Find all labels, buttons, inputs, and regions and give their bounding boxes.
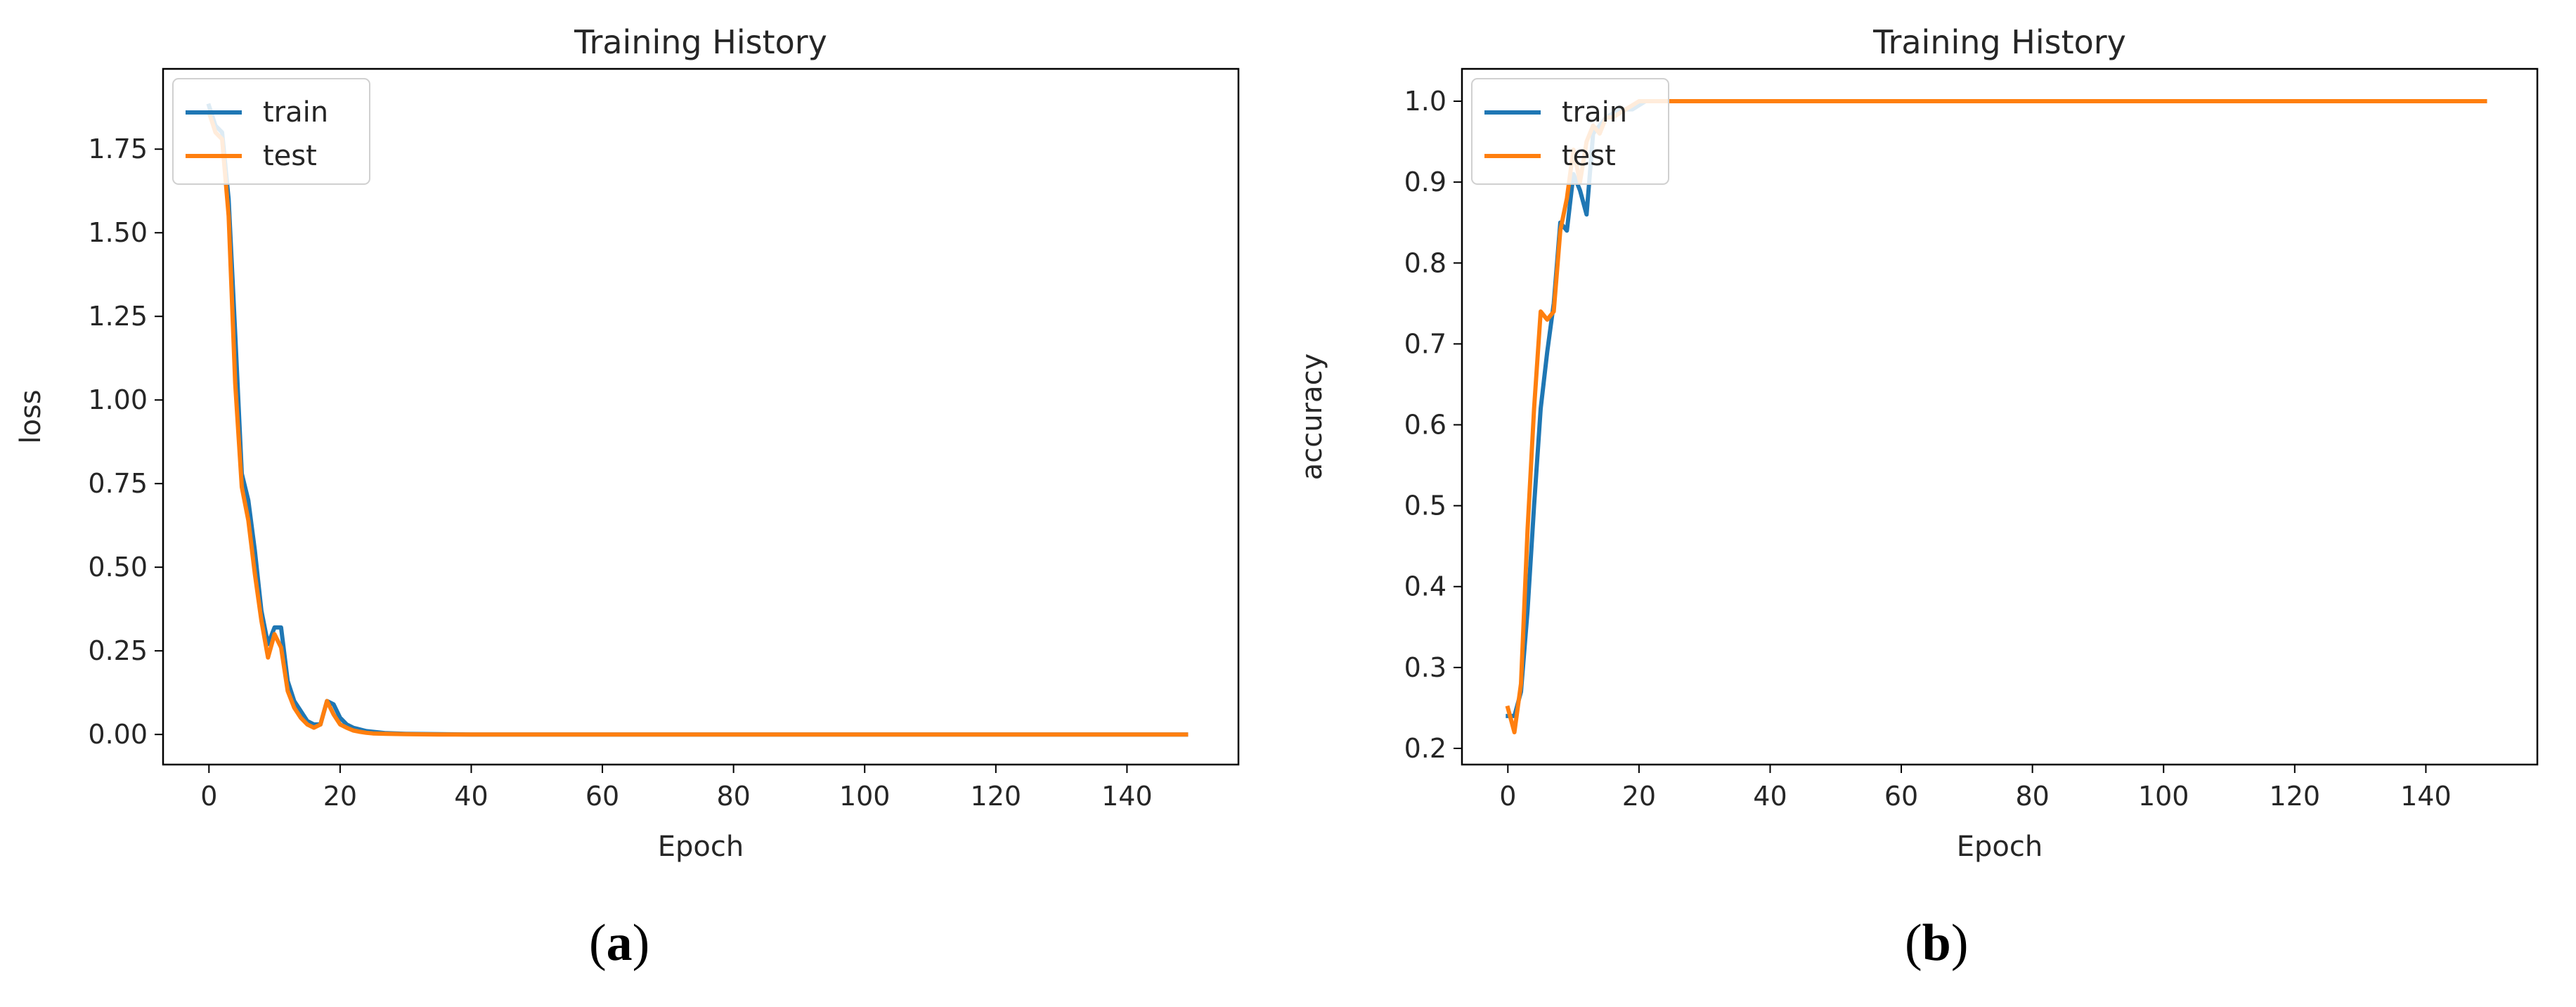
x-tick-label: 40 (454, 781, 488, 812)
y-tick-label: 0.8 (1404, 247, 1446, 278)
x-axis-label: Epoch (1957, 831, 2043, 863)
plot-frame (162, 67, 1240, 766)
y-tick-label: 0.5 (1404, 490, 1446, 521)
loss-chart: Training History 0 20 40 60 80 100 120 140 0.00 0.… (15, 23, 1240, 863)
legend-label-test: test (263, 140, 317, 172)
x-tick-label: 20 (323, 781, 357, 812)
y-tick-label: 0.3 (1404, 652, 1446, 683)
legend-label-train: train (1562, 96, 1627, 129)
x-tick-label: 60 (585, 781, 619, 812)
x-tick-label: 60 (1884, 781, 1918, 812)
x-tick-label: 20 (1622, 781, 1656, 812)
y-tick-label: 0.6 (1404, 410, 1446, 441)
legend-label-test: test (1562, 140, 1616, 172)
y-tick-label: 0.75 (88, 468, 148, 499)
y-tick-label: 0.25 (88, 635, 148, 666)
y-axis-label: loss (15, 389, 47, 443)
y-tick-label: 1.00 (88, 384, 148, 415)
y-tick-label: 1.75 (88, 134, 148, 164)
y-tick-label: 0.4 (1404, 571, 1446, 602)
x-tick-label: 120 (971, 781, 1022, 812)
x-tick-label: 100 (2138, 781, 2189, 812)
plot-frame (1461, 67, 2539, 766)
y-tick-label: 0.7 (1404, 328, 1446, 359)
x-tick-label: 40 (1753, 781, 1787, 812)
x-tick-label: 0 (1499, 781, 1516, 812)
y-tick-label: 1.50 (88, 217, 148, 248)
y-tick-label: 0.9 (1404, 167, 1446, 197)
chart-title: Training History (574, 23, 827, 61)
x-tick-label: 0 (200, 781, 217, 812)
caption-a: (a) (589, 914, 650, 972)
x-axis-label: Epoch (658, 831, 744, 863)
accuracy-chart: Training History 0 20 40 60 80 100 120 140 0.2 0.3… (1296, 23, 2539, 863)
y-tick-label: 0.00 (88, 719, 148, 750)
y-tick-label: 1.0 (1404, 86, 1446, 117)
x-tick-label: 120 (2270, 781, 2321, 812)
series-line-train (1506, 99, 2487, 718)
series-line-test (206, 110, 1189, 737)
series-line-train (206, 103, 1189, 737)
chart-title: Training History (1872, 23, 2126, 61)
y-tick-label: 1.25 (88, 301, 148, 332)
x-tick-label: 140 (1101, 781, 1153, 812)
x-tick-label: 80 (2015, 781, 2049, 812)
y-tick-label: 0.2 (1404, 733, 1446, 764)
x-tick-label: 80 (716, 781, 750, 812)
series-line-test (1505, 99, 2487, 734)
legend-label-train: train (263, 96, 328, 129)
x-tick-label: 100 (839, 781, 891, 812)
caption-b: (b) (1905, 914, 1969, 972)
y-tick-label: 0.50 (88, 552, 148, 583)
y-axis-label: accuracy (1296, 353, 1328, 480)
x-tick-label: 140 (2400, 781, 2452, 812)
